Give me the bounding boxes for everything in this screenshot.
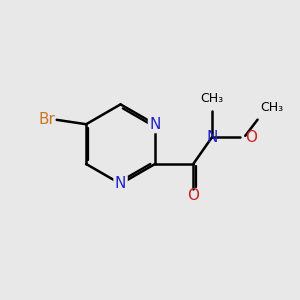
Text: O: O — [187, 188, 199, 203]
Text: CH₃: CH₃ — [200, 92, 224, 105]
Text: N: N — [206, 130, 218, 145]
Text: Br: Br — [38, 112, 55, 127]
Text: N: N — [115, 176, 126, 191]
Text: CH₃: CH₃ — [260, 101, 284, 114]
Text: O: O — [245, 130, 257, 145]
Text: N: N — [149, 117, 161, 132]
